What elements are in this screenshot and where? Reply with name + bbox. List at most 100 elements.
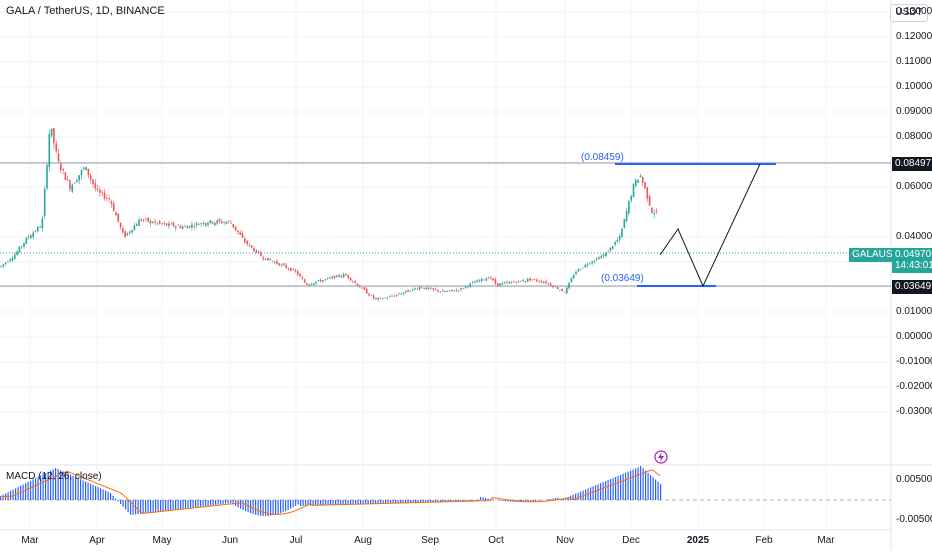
candle-body: [511, 282, 513, 283]
candle-body: [396, 295, 398, 296]
candle-body: [306, 283, 308, 285]
projection-path: [660, 164, 760, 286]
candle-body: [637, 180, 639, 183]
macd-bar: [270, 500, 271, 516]
candle-body: [260, 252, 262, 256]
candle-body: [361, 288, 363, 289]
candle-body: [5, 263, 7, 264]
macd-bar: [3, 495, 4, 500]
macd-bar: [333, 500, 334, 505]
macd-bar: [325, 500, 326, 505]
candle-body: [55, 143, 57, 151]
candle-body: [196, 223, 198, 225]
time-tick: Apr: [89, 535, 105, 547]
candle-body: [237, 230, 239, 232]
macd-bar: [108, 492, 109, 500]
candle-body: [191, 225, 193, 228]
candle-body: [391, 296, 393, 297]
macd-bar: [95, 486, 96, 500]
candle-body: [446, 291, 448, 292]
candle-body: [228, 221, 230, 222]
macd-bar: [315, 500, 316, 506]
candle-body: [476, 280, 478, 282]
macd-bar: [85, 482, 86, 501]
candle-body: [161, 223, 163, 224]
candle-body: [285, 265, 287, 268]
candle-body: [157, 223, 159, 224]
candle-body: [90, 176, 92, 180]
macd-bar: [160, 500, 161, 511]
macd-bar: [228, 500, 229, 503]
candle-body: [449, 290, 451, 291]
candle-body: [509, 282, 511, 283]
candle-body: [578, 269, 580, 271]
candle-body: [465, 286, 467, 287]
target-annotation: (0.08459): [578, 151, 627, 165]
candle-body: [7, 262, 9, 263]
candle-body: [233, 224, 235, 227]
time-tick: Oct: [488, 535, 504, 547]
macd-bar: [503, 500, 504, 501]
candle-body: [193, 226, 195, 227]
macd-bar: [145, 500, 146, 513]
macd-bar: [110, 493, 111, 500]
macd-tick: 0.00500: [896, 474, 932, 486]
macd-bar: [205, 500, 206, 506]
candle-body: [16, 252, 18, 256]
candle-body: [318, 280, 320, 281]
candle-body: [313, 283, 315, 285]
candle-body: [51, 129, 53, 136]
macd-bar: [30, 481, 31, 500]
candle-body: [343, 274, 345, 277]
macd-bar: [305, 500, 306, 506]
candle-body: [302, 277, 304, 279]
candle-body: [352, 281, 354, 282]
macd-bar: [260, 500, 261, 516]
candle-body: [3, 264, 5, 266]
upper-level-tag: 0.08497: [892, 157, 932, 171]
candle-body: [435, 289, 437, 290]
candle-body: [423, 288, 425, 289]
candle-body: [486, 279, 488, 281]
candle-body: [226, 222, 228, 224]
candle-body: [417, 289, 419, 290]
candle-body: [373, 295, 375, 298]
candle-body: [315, 282, 317, 284]
candle-body: [246, 241, 248, 244]
macd-bar: [593, 486, 594, 500]
macd-bar: [485, 498, 486, 500]
candle-body: [575, 272, 577, 274]
candle-body: [120, 223, 122, 227]
candle-body: [207, 223, 209, 225]
macd-bar: [245, 500, 246, 511]
alert-icon[interactable]: [655, 451, 667, 463]
candle-body: [200, 224, 202, 225]
candle-body: [472, 282, 474, 283]
symbol-title[interactable]: GALA / TetherUS, 1D, BINANCE: [6, 5, 165, 17]
macd-bar: [165, 500, 166, 511]
macd-bar: [190, 500, 191, 508]
macd-bar: [608, 480, 609, 500]
time-tick: Mar: [21, 535, 38, 547]
candle-body: [403, 293, 405, 294]
macd-bar: [128, 500, 129, 512]
candle-body: [122, 228, 124, 233]
macd-tick: -0.00500: [896, 514, 932, 526]
candle-body: [26, 238, 28, 244]
macd-bar: [80, 479, 81, 500]
candle-body: [95, 183, 97, 188]
macd-bar: [13, 490, 14, 500]
candle-body: [28, 237, 30, 238]
candle-body: [292, 269, 294, 270]
time-tick: Nov: [556, 535, 574, 547]
macd-bar: [180, 500, 181, 509]
macd-bar: [213, 500, 214, 505]
macd-bar: [330, 500, 331, 505]
macd-bar: [655, 480, 656, 501]
candle-body: [398, 294, 400, 295]
candle-body: [469, 284, 471, 287]
candle-body: [382, 299, 384, 300]
macd-label[interactable]: MACD (12, 26, close): [6, 471, 102, 482]
